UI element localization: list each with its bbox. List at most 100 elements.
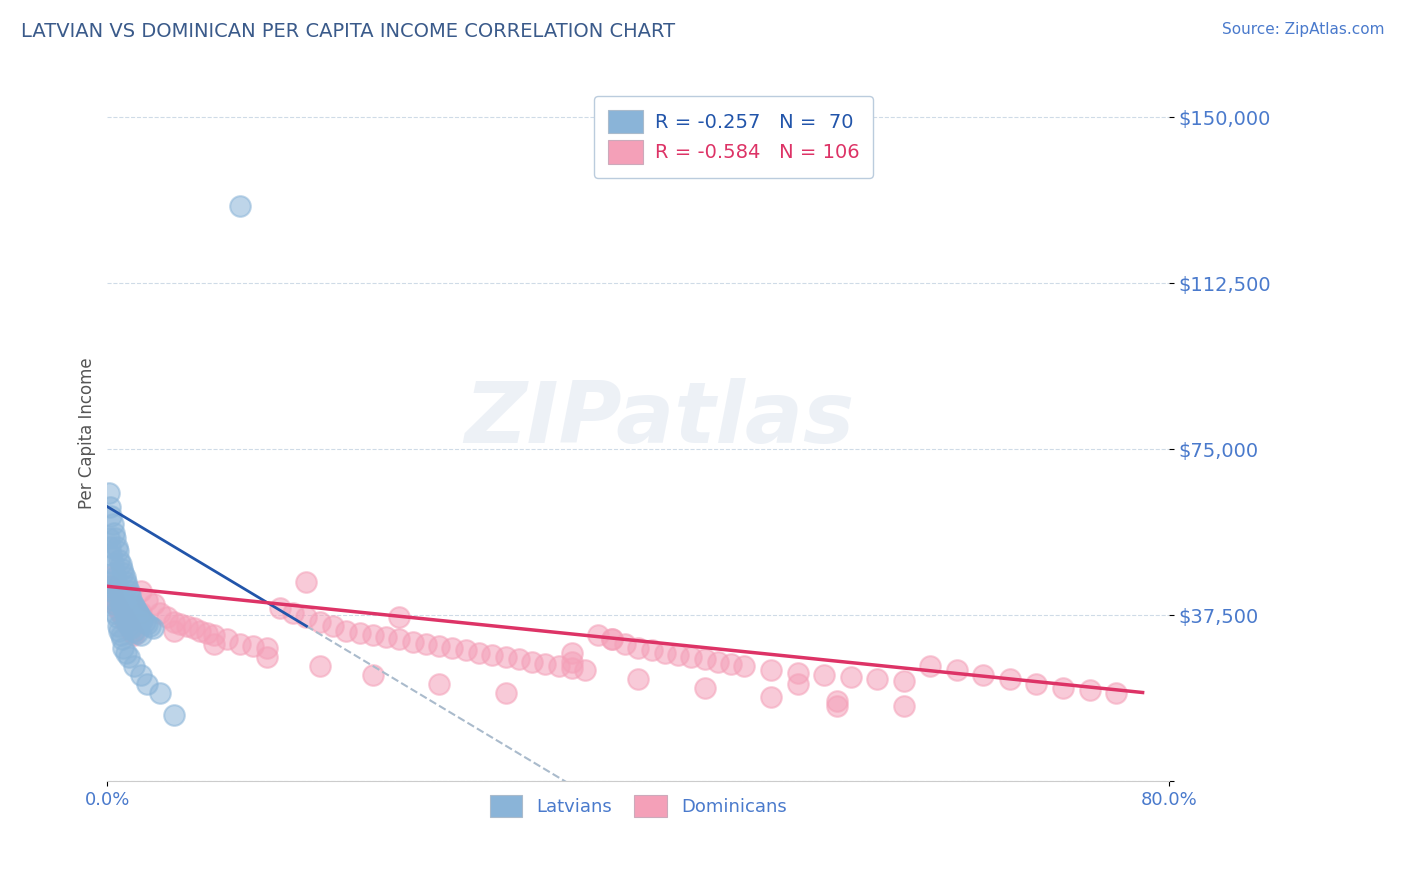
Point — [105, 540, 128, 554]
Point — [588, 628, 610, 642]
Point — [361, 628, 384, 642]
Point — [114, 613, 136, 627]
Point — [117, 579, 139, 593]
Point — [720, 657, 742, 671]
Point — [111, 599, 134, 614]
Point — [202, 628, 225, 642]
Point — [149, 606, 172, 620]
Point — [520, 655, 543, 669]
Y-axis label: Per Capita Income: Per Capita Income — [79, 358, 96, 509]
Point — [998, 672, 1021, 686]
Point — [468, 646, 491, 660]
Point — [163, 624, 186, 638]
Point — [112, 610, 135, 624]
Point — [103, 526, 125, 541]
Point — [107, 619, 129, 633]
Point — [149, 685, 172, 699]
Point — [114, 570, 136, 584]
Point — [100, 583, 122, 598]
Point — [121, 597, 143, 611]
Point — [111, 561, 134, 575]
Point — [786, 665, 808, 680]
Point — [427, 639, 450, 653]
Point — [561, 655, 583, 669]
Point — [120, 592, 142, 607]
Point — [117, 619, 139, 633]
Point — [183, 621, 205, 635]
Point — [110, 628, 132, 642]
Point — [117, 615, 139, 629]
Point — [229, 199, 252, 213]
Point — [561, 661, 583, 675]
Point — [120, 624, 142, 638]
Point — [388, 610, 411, 624]
Point — [495, 685, 517, 699]
Point — [813, 668, 835, 682]
Point — [136, 676, 159, 690]
Point — [101, 592, 124, 607]
Point — [256, 641, 278, 656]
Point — [97, 574, 120, 589]
Point — [574, 664, 596, 678]
Point — [827, 698, 849, 713]
Point — [786, 676, 808, 690]
Point — [98, 579, 121, 593]
Point — [98, 500, 121, 514]
Point — [117, 583, 139, 598]
Point — [97, 570, 120, 584]
Point — [118, 588, 141, 602]
Point — [1025, 676, 1047, 690]
Point — [120, 621, 142, 635]
Point — [335, 624, 357, 638]
Point — [169, 616, 191, 631]
Point — [640, 643, 662, 657]
Point — [124, 601, 146, 615]
Point — [108, 553, 131, 567]
Point — [101, 517, 124, 532]
Point — [103, 592, 125, 607]
Point — [1078, 683, 1101, 698]
Point — [295, 574, 318, 589]
Point — [121, 625, 143, 640]
Point — [139, 619, 162, 633]
Point — [122, 659, 145, 673]
Point — [129, 610, 152, 624]
Point — [104, 531, 127, 545]
Point — [401, 634, 423, 648]
Point — [122, 624, 145, 638]
Point — [454, 643, 477, 657]
Point — [349, 625, 371, 640]
Point — [946, 664, 969, 678]
Point — [118, 621, 141, 635]
Point — [112, 601, 135, 615]
Point — [128, 608, 150, 623]
Point — [117, 619, 139, 633]
Point — [100, 508, 122, 523]
Point — [308, 659, 330, 673]
Point — [97, 531, 120, 545]
Point — [117, 616, 139, 631]
Point — [215, 632, 238, 647]
Point — [101, 558, 124, 572]
Point — [125, 604, 148, 618]
Point — [681, 650, 703, 665]
Point — [269, 601, 291, 615]
Point — [229, 637, 252, 651]
Point — [105, 599, 128, 614]
Point — [101, 588, 124, 602]
Point — [134, 615, 156, 629]
Point — [129, 606, 152, 620]
Point — [112, 566, 135, 580]
Point — [129, 668, 152, 682]
Point — [654, 646, 676, 660]
Text: Source: ZipAtlas.com: Source: ZipAtlas.com — [1222, 22, 1385, 37]
Point — [388, 632, 411, 647]
Point — [108, 592, 131, 607]
Point — [1105, 685, 1128, 699]
Point — [142, 597, 165, 611]
Point — [108, 624, 131, 638]
Point — [893, 674, 915, 689]
Point — [707, 655, 730, 669]
Point — [693, 652, 716, 666]
Point — [361, 668, 384, 682]
